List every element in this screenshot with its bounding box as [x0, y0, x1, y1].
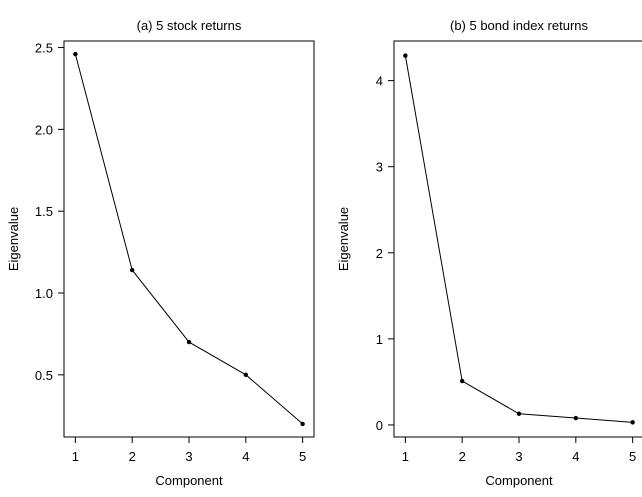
- x-tick-label: 5: [299, 449, 306, 464]
- panel-bond-index-returns: (b) 5 bond index returns Eigenvalue Comp…: [336, 18, 642, 488]
- x-tick-label: 4: [572, 449, 579, 464]
- x-axis-label: Component: [155, 473, 223, 488]
- y-tick-label: 0: [376, 418, 383, 433]
- x-tick-label: 2: [129, 449, 136, 464]
- data-point: [129, 267, 135, 273]
- chart-title: (a) 5 stock returns: [137, 18, 242, 33]
- x-tick-label: 2: [459, 449, 466, 464]
- panel-stock-returns: (a) 5 stock returns Eigenvalue Component…: [6, 18, 315, 488]
- data-point: [73, 51, 78, 57]
- y-axis-label: Eigenvalue: [6, 207, 21, 271]
- chart-title: (b) 5 bond index returns: [450, 18, 589, 33]
- x-axis-label: Component: [485, 473, 553, 488]
- y-tick-label: 1.5: [35, 204, 53, 219]
- data-point: [403, 53, 408, 58]
- series-line: [404, 55, 633, 423]
- data-point: [573, 415, 579, 421]
- plot-frame: [63, 40, 315, 438]
- y-tick-label: 2.0: [35, 122, 53, 137]
- data-point: [186, 339, 192, 345]
- x-tick-label: 5: [629, 449, 636, 464]
- x-tick-label: 1: [72, 449, 79, 464]
- x-tick-label: 4: [242, 449, 249, 464]
- data-point: [243, 372, 249, 378]
- y-tick-label: 1: [376, 332, 383, 347]
- y-tick-label: 4: [376, 74, 383, 89]
- y-axis-label: Eigenvalue: [336, 207, 351, 271]
- data-point: [516, 411, 522, 416]
- data-point: [459, 378, 465, 384]
- y-tick-label: 1.0: [35, 286, 53, 301]
- x-tick-label: 1: [402, 449, 409, 464]
- y-tick-label: 2: [376, 246, 383, 261]
- data-point: [300, 421, 305, 427]
- plot-frame: [393, 40, 642, 438]
- y-tick-label: 3: [376, 160, 383, 175]
- data-point: [630, 420, 635, 425]
- series-line: [74, 53, 303, 425]
- x-tick-label: 3: [185, 449, 192, 464]
- x-tick-label: 3: [515, 449, 522, 464]
- y-tick-label: 2.5: [35, 41, 53, 56]
- y-tick-label: 0.5: [35, 368, 53, 383]
